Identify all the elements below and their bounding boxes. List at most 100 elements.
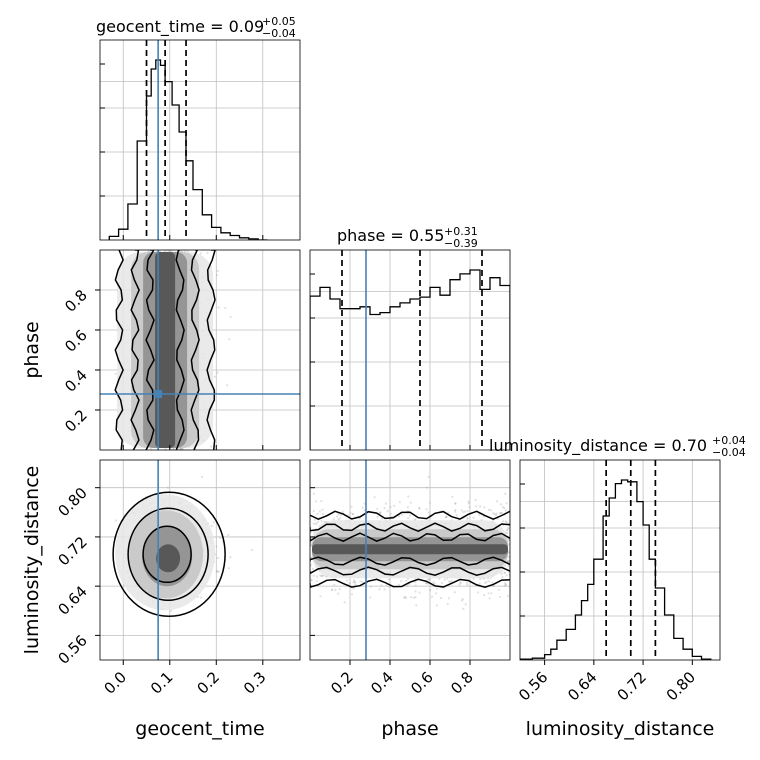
scatter-point bbox=[163, 250, 166, 253]
scatter-point bbox=[454, 502, 457, 505]
scatter-point bbox=[228, 338, 231, 341]
scatter-point bbox=[170, 609, 173, 613]
scatter-point bbox=[337, 513, 340, 516]
scatter-point bbox=[312, 522, 315, 525]
scatter-point bbox=[444, 516, 447, 519]
scatter-point bbox=[496, 500, 499, 503]
scatter-point bbox=[332, 518, 335, 521]
scatter-point bbox=[322, 512, 325, 516]
contours-geocent_time-luminosity_distance bbox=[112, 491, 226, 618]
scatter-point bbox=[445, 515, 448, 518]
scatter-point bbox=[349, 511, 352, 514]
scatter-point bbox=[407, 495, 410, 498]
scatter-point bbox=[467, 500, 470, 503]
scatter-point bbox=[414, 584, 417, 587]
scatter-point bbox=[492, 585, 495, 588]
scatter-point bbox=[505, 502, 508, 505]
scatter-point bbox=[454, 508, 457, 512]
scatter-point bbox=[506, 527, 510, 530]
scatter-point bbox=[312, 509, 315, 513]
scatter-point bbox=[336, 515, 339, 518]
scatter-point bbox=[478, 513, 481, 516]
scatter-point bbox=[343, 601, 346, 604]
scatter-point bbox=[504, 492, 507, 495]
scatter-point bbox=[500, 511, 503, 515]
scatter-point bbox=[383, 588, 386, 591]
scatter-point bbox=[503, 571, 506, 574]
histogram-geocent_time bbox=[108, 59, 268, 240]
scatter-point bbox=[462, 510, 465, 514]
title-phase: phase = 0.55 bbox=[337, 226, 444, 245]
scatter-point bbox=[170, 250, 173, 253]
scatter-point bbox=[500, 503, 503, 506]
scatter-point bbox=[409, 501, 412, 504]
contour-line-2 bbox=[142, 525, 192, 584]
scatter-point bbox=[310, 563, 312, 567]
scatter-point bbox=[386, 509, 389, 513]
scatter-point bbox=[502, 520, 505, 523]
scatter-point bbox=[319, 595, 322, 598]
scatter-point bbox=[453, 591, 456, 594]
scatter-point bbox=[435, 604, 438, 607]
scatter-point bbox=[405, 579, 408, 582]
hist-geocent_time-frame bbox=[99, 39, 301, 241]
scatter-point bbox=[216, 269, 219, 272]
hist-phase-frame bbox=[309, 249, 511, 451]
scatter-point bbox=[503, 571, 506, 574]
scatter-point bbox=[403, 596, 406, 599]
scatter-point bbox=[227, 567, 231, 570]
scatter-point bbox=[418, 507, 421, 510]
scatter-point bbox=[425, 508, 428, 511]
scatter-point bbox=[504, 520, 507, 523]
scatter-point bbox=[406, 577, 409, 580]
scatter-point bbox=[492, 512, 495, 515]
scatter-point bbox=[229, 556, 232, 559]
scatter-point bbox=[445, 515, 448, 519]
scatter-point bbox=[215, 545, 218, 548]
scatter-point bbox=[430, 595, 434, 598]
scatter-point bbox=[186, 250, 189, 253]
scatter-point bbox=[435, 587, 439, 590]
scatter-point bbox=[376, 516, 379, 519]
scatter-point bbox=[310, 544, 313, 548]
xlabel-phase: phase bbox=[381, 718, 438, 740]
scatter-point bbox=[479, 505, 482, 508]
scatter-point bbox=[498, 512, 501, 515]
scatter-point bbox=[427, 511, 430, 514]
scatter-point bbox=[310, 578, 313, 581]
scatter-point bbox=[179, 448, 182, 450]
scatter-point bbox=[158, 250, 161, 253]
scatter-point bbox=[318, 510, 321, 513]
scatter-point bbox=[501, 575, 504, 579]
scatter-point bbox=[378, 588, 381, 591]
scatter-point bbox=[388, 585, 391, 588]
title-luminosity-distance: luminosity_distance = 0.70 bbox=[489, 436, 707, 456]
scatter-point bbox=[380, 517, 383, 520]
scatter-point bbox=[250, 548, 253, 552]
scatter-point bbox=[497, 588, 501, 591]
scatter-point bbox=[313, 518, 316, 522]
scatter-point bbox=[346, 579, 349, 582]
scatter-point bbox=[352, 587, 355, 590]
scatter-point bbox=[310, 579, 313, 582]
scatter-point bbox=[321, 575, 324, 578]
contour-line-2 bbox=[145, 250, 185, 450]
scatter-point bbox=[316, 512, 319, 516]
scatter-point bbox=[503, 582, 507, 585]
scatter-point bbox=[217, 306, 220, 309]
scatter-point bbox=[199, 252, 202, 255]
scatter-point bbox=[503, 507, 506, 510]
scatter-point bbox=[405, 596, 408, 600]
scatter-point bbox=[379, 511, 382, 514]
scatter-point bbox=[363, 502, 366, 505]
scatter-point bbox=[461, 599, 464, 602]
scatter-point bbox=[384, 502, 387, 505]
scatter-point bbox=[506, 528, 509, 531]
scatter-point bbox=[412, 596, 415, 599]
scatter-point bbox=[213, 375, 216, 378]
scatter-point bbox=[331, 588, 334, 591]
scatter-point bbox=[461, 598, 464, 601]
scatter-point bbox=[429, 501, 432, 504]
scatter-point bbox=[472, 516, 475, 519]
scatter-point bbox=[498, 595, 501, 599]
